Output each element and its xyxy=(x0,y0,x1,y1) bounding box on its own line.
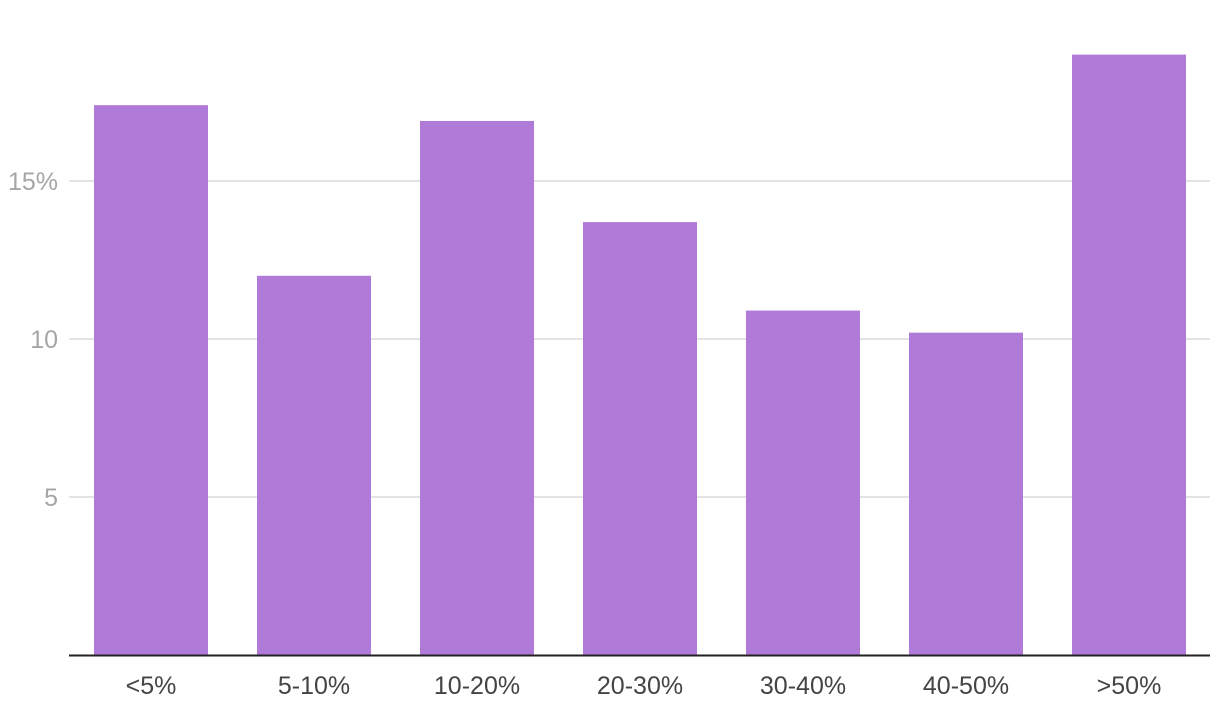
x-tick-label: 5-10% xyxy=(278,672,350,700)
y-tick-labels: 5 10 15% xyxy=(8,168,58,512)
x-tick-label: 10-20% xyxy=(434,672,520,700)
bar xyxy=(746,310,860,655)
bar xyxy=(257,275,371,655)
y-tick-label: 10 xyxy=(30,326,58,354)
x-tick-label: 40-50% xyxy=(923,672,1009,700)
bars xyxy=(94,54,1186,656)
bar xyxy=(909,332,1023,655)
x-tick-label: <5% xyxy=(126,672,177,700)
x-tick-label: 30-40% xyxy=(760,672,846,700)
x-tick-label: >50% xyxy=(1097,672,1162,700)
bar xyxy=(420,120,534,655)
bar xyxy=(1072,54,1186,656)
y-tick-label: 15% xyxy=(8,168,58,196)
y-tick-label: 5 xyxy=(44,484,58,512)
bar xyxy=(583,222,697,655)
x-tick-labels: <5% 5-10% 10-20% 20-30% 30-40% 40-50% >50% xyxy=(126,672,1162,700)
bar xyxy=(94,105,208,655)
x-tick-label: 20-30% xyxy=(597,672,683,700)
